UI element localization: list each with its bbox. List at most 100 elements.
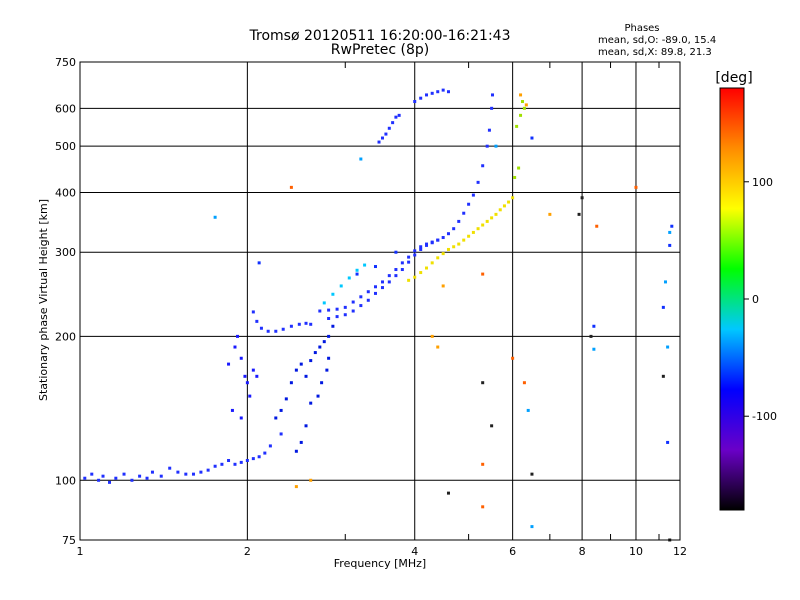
data-point — [467, 234, 471, 238]
data-point — [122, 472, 126, 476]
data-point — [419, 96, 423, 100]
data-point — [670, 224, 674, 228]
data-point — [485, 144, 489, 148]
colorbar-tick-label: 0 — [752, 293, 759, 306]
data-point — [248, 394, 252, 398]
data-point — [436, 238, 440, 242]
data-point — [524, 103, 528, 107]
data-point — [294, 368, 298, 372]
data-point — [407, 255, 411, 259]
data-point — [325, 368, 329, 372]
data-point — [481, 164, 485, 168]
data-point — [168, 466, 172, 470]
data-point — [595, 224, 599, 228]
x-tick-label: 4 — [411, 545, 418, 558]
data-point — [304, 374, 308, 378]
phases-heading: Phases — [624, 23, 659, 34]
colorbar-ticks: 100 0 -100 — [744, 176, 777, 423]
data-point — [318, 345, 322, 349]
data-point — [476, 180, 480, 184]
data-point — [320, 381, 324, 385]
y-tick-label: 400 — [55, 186, 76, 199]
data-point — [274, 329, 278, 333]
data-point — [530, 525, 534, 529]
data-point — [331, 292, 335, 296]
data-point — [502, 204, 506, 208]
data-point — [634, 185, 638, 189]
chart-subtitle: RwPretec (8p) — [331, 42, 429, 58]
data-point — [281, 327, 285, 331]
data-point — [481, 505, 485, 509]
data-point — [145, 476, 149, 480]
data-point — [359, 295, 363, 299]
data-point — [150, 470, 154, 474]
data-point — [213, 464, 217, 468]
phases-x-line: mean, sd,X: 89.8, 21.3 — [598, 47, 712, 58]
data-point — [343, 305, 347, 309]
y-tick-label: 300 — [55, 246, 76, 259]
data-point — [457, 242, 461, 246]
data-point — [446, 232, 450, 236]
data-point — [289, 324, 293, 328]
data-point — [517, 166, 521, 170]
data-point — [355, 272, 359, 276]
data-point — [245, 458, 249, 462]
data-point — [494, 212, 498, 216]
data-point — [548, 212, 552, 216]
data-point — [413, 253, 417, 257]
data-point — [101, 474, 105, 478]
data-point — [373, 285, 377, 289]
data-point — [511, 196, 515, 200]
x-tick-label: 10 — [629, 545, 643, 558]
data-point — [485, 219, 489, 223]
data-point — [661, 374, 665, 378]
data-point — [577, 212, 581, 216]
data-point — [83, 476, 87, 480]
data-point — [387, 126, 391, 130]
data-point — [114, 476, 118, 480]
data-point — [494, 144, 498, 148]
data-point — [309, 478, 313, 482]
data-point — [236, 334, 240, 338]
data-point — [481, 462, 485, 466]
data-point — [299, 440, 303, 444]
data-point — [467, 202, 471, 206]
y-axis-label: Stationary phase Virtual Height [km] — [37, 199, 50, 401]
data-point — [394, 268, 398, 272]
data-point — [520, 100, 524, 104]
data-point — [394, 250, 398, 254]
data-point — [206, 468, 210, 472]
data-point — [318, 309, 322, 313]
data-point — [233, 462, 237, 466]
data-point — [387, 274, 391, 278]
data-point — [263, 451, 267, 455]
data-point — [425, 243, 429, 247]
x-axis-ticks: 1 2 4 6 8 10 12 — [77, 62, 687, 558]
y-tick-label: 750 — [55, 56, 76, 69]
data-point — [507, 200, 511, 204]
data-point — [130, 478, 134, 482]
phases-o-line: mean, sd,O: -89.0, 15.4 — [598, 35, 716, 46]
data-point — [327, 356, 331, 360]
data-point — [511, 356, 515, 360]
data-point — [351, 309, 355, 313]
data-point — [239, 356, 243, 360]
data-point — [592, 324, 596, 328]
data-point — [457, 219, 461, 223]
data-points — [83, 88, 674, 542]
data-point — [430, 241, 434, 245]
data-point — [522, 381, 526, 385]
data-point — [425, 93, 429, 97]
data-point — [297, 322, 301, 326]
data-point — [387, 280, 391, 284]
data-point — [257, 455, 261, 459]
chart-title: Tromsø 20120511 16:20:00-16:21:43 — [249, 28, 511, 44]
data-point — [227, 362, 231, 366]
data-point — [522, 106, 526, 110]
data-point — [490, 216, 494, 220]
data-point — [363, 263, 367, 267]
data-point — [313, 351, 317, 355]
data-point — [425, 266, 429, 270]
data-point — [355, 268, 359, 272]
